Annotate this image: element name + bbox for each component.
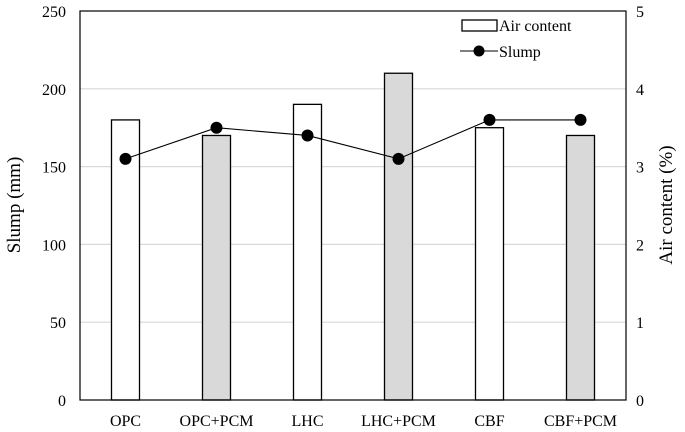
bar-lhc-pcm — [383, 72, 414, 401]
y-tick-label: 250 — [42, 4, 66, 21]
y2-tick-label: 5 — [636, 4, 644, 21]
legend-slump: Slump — [499, 44, 541, 61]
x-tick-label: CBF+PCM — [544, 413, 617, 430]
y2-tick-label: 2 — [636, 237, 644, 254]
x-tick-label: CBF — [474, 413, 504, 430]
x-axis-ticks: OPC OPC+PCM LHC LHC+PCM CBF CBF+PCM — [110, 413, 617, 430]
plot-frame — [79, 10, 627, 401]
legend-bar-swatch — [461, 19, 498, 32]
y-axis-ticks: 0 50 100 150 200 250 — [42, 4, 66, 410]
y-tick-label: 100 — [42, 237, 66, 254]
y2-axis-ticks: 0 1 2 3 4 5 — [636, 4, 644, 410]
slump-point-cbf — [483, 113, 496, 126]
bar-lhc — [292, 103, 323, 401]
y-tick-label: 50 — [50, 315, 66, 332]
legend: Air content Slump — [460, 18, 572, 61]
bar-opc-pcm — [201, 134, 232, 401]
legend-marker — [473, 45, 485, 57]
x-tick-label: LHC — [292, 413, 324, 430]
y2-tick-label: 0 — [636, 393, 644, 410]
y-tick-label: 0 — [58, 393, 66, 410]
slump-point-lhc — [301, 129, 314, 142]
slump-point-lhc-pcm — [392, 152, 405, 165]
slump-point-opc — [119, 152, 132, 165]
y2-axis-label: Air content (%) — [656, 145, 677, 264]
bar-opc — [110, 119, 141, 401]
legend-air-content: Air content — [499, 18, 572, 35]
y2-tick-label: 4 — [636, 82, 644, 99]
bars — [110, 72, 596, 401]
y-axis-label: Slump (mm) — [4, 157, 25, 254]
slump-point-opc-pcm — [210, 121, 223, 134]
slump-point-cbf-pcm — [574, 113, 587, 126]
y-tick-label: 200 — [42, 82, 66, 99]
bar-cbf — [474, 127, 505, 401]
x-tick-label: LHC+PCM — [361, 413, 436, 430]
y-tick-label: 150 — [42, 160, 66, 177]
slump-line — [119, 113, 587, 165]
gridlines — [80, 88, 626, 323]
y2-tick-label: 3 — [636, 160, 644, 177]
x-tick-label: OPC — [110, 413, 141, 430]
slump-polyline — [125, 119, 581, 160]
y2-tick-label: 1 — [636, 315, 644, 332]
bar-cbf-pcm — [565, 134, 596, 401]
x-tick-label: OPC+PCM — [180, 413, 254, 430]
